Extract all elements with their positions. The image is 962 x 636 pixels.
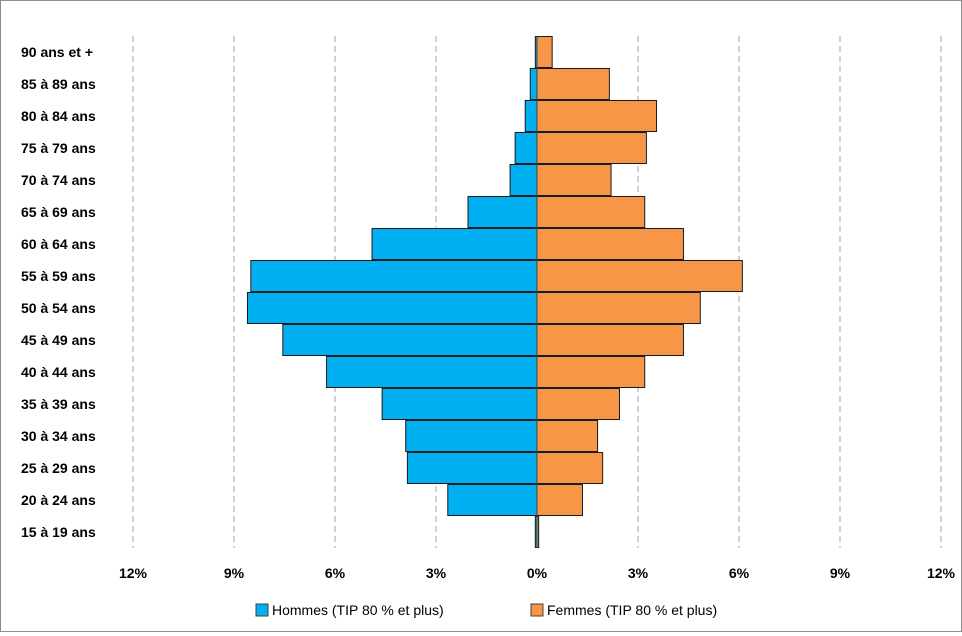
bar-femmes-6 (536, 323, 684, 357)
legend-swatch-hommes (255, 603, 269, 617)
bar-hommes-4 (381, 387, 538, 421)
bar-hommes-11 (509, 163, 538, 197)
bar-hommes-14 (529, 67, 538, 101)
bar-femmes-14 (536, 67, 610, 101)
bar-hommes-8 (250, 259, 538, 293)
bars (246, 35, 743, 549)
bar-femmes-9 (536, 227, 684, 261)
x-tick-label: 9% (224, 565, 245, 581)
x-tick-label: 6% (325, 565, 346, 581)
x-tick-label: 3% (628, 565, 649, 581)
bar-hommes-13 (524, 99, 538, 133)
bar-hommes-5 (326, 355, 538, 389)
bar-femmes-7 (536, 291, 701, 325)
category-label: 40 à 44 ans (21, 364, 96, 380)
legend-label-femmes: Femmes (TIP 80 % et plus) (547, 602, 717, 618)
bar-femmes-4 (536, 387, 620, 421)
category-label: 85 à 89 ans (21, 76, 96, 92)
category-label: 20 à 24 ans (21, 492, 96, 508)
category-label: 65 à 69 ans (21, 204, 96, 220)
category-label: 45 à 49 ans (21, 332, 96, 348)
bar-hommes-1 (447, 483, 538, 517)
x-tick-label: 0% (527, 565, 548, 581)
bar-femmes-13 (536, 99, 658, 133)
bar-femmes-2 (536, 451, 604, 485)
bar-femmes-3 (536, 419, 599, 453)
x-tick-label: 6% (729, 565, 750, 581)
category-labels: 15 à 19 ans 20 à 24 ans 25 à 29 ans 30 à 34… (21, 44, 96, 540)
category-label: 35 à 39 ans (21, 396, 96, 412)
x-tick-label: 12% (927, 565, 956, 581)
category-label: 80 à 84 ans (21, 108, 96, 124)
category-label: 15 à 19 ans (21, 524, 96, 540)
legend: Hommes (TIP 80 % et plus) Femmes (TIP 80… (255, 602, 717, 618)
bar-femmes-5 (536, 355, 646, 389)
category-label: 75 à 79 ans (21, 140, 96, 156)
bar-femmes-12 (536, 131, 647, 165)
bar-femmes-10 (536, 195, 646, 229)
bar-hommes-10 (467, 195, 538, 229)
bar-hommes-2 (406, 451, 538, 485)
bar-hommes-7 (246, 291, 538, 325)
bar-hommes-3 (405, 419, 538, 453)
bar-hommes-12 (514, 131, 538, 165)
x-tick-label: 12% (119, 565, 148, 581)
x-tick-labels: 12% 9% 6% 3% 0% 3% 6% 9% 12% (119, 565, 956, 581)
x-tick-label: 9% (830, 565, 851, 581)
category-label: 30 à 34 ans (21, 428, 96, 444)
category-label: 90 ans et + (21, 44, 93, 60)
bar-hommes-6 (282, 323, 538, 357)
legend-label-hommes: Hommes (TIP 80 % et plus) (272, 602, 444, 618)
bar-femmes-11 (536, 163, 612, 197)
category-label: 25 à 29 ans (21, 460, 96, 476)
category-label: 55 à 59 ans (21, 268, 96, 284)
x-tick-label: 3% (426, 565, 447, 581)
category-label: 50 à 54 ans (21, 300, 96, 316)
bar-femmes-1 (536, 483, 583, 517)
bar-femmes-8 (536, 259, 743, 293)
legend-swatch-femmes (530, 603, 544, 617)
category-label: 60 à 64 ans (21, 236, 96, 252)
bar-hommes-9 (371, 227, 538, 261)
bar-femmes-15 (536, 35, 553, 69)
category-label: 70 à 74 ans (21, 172, 96, 188)
